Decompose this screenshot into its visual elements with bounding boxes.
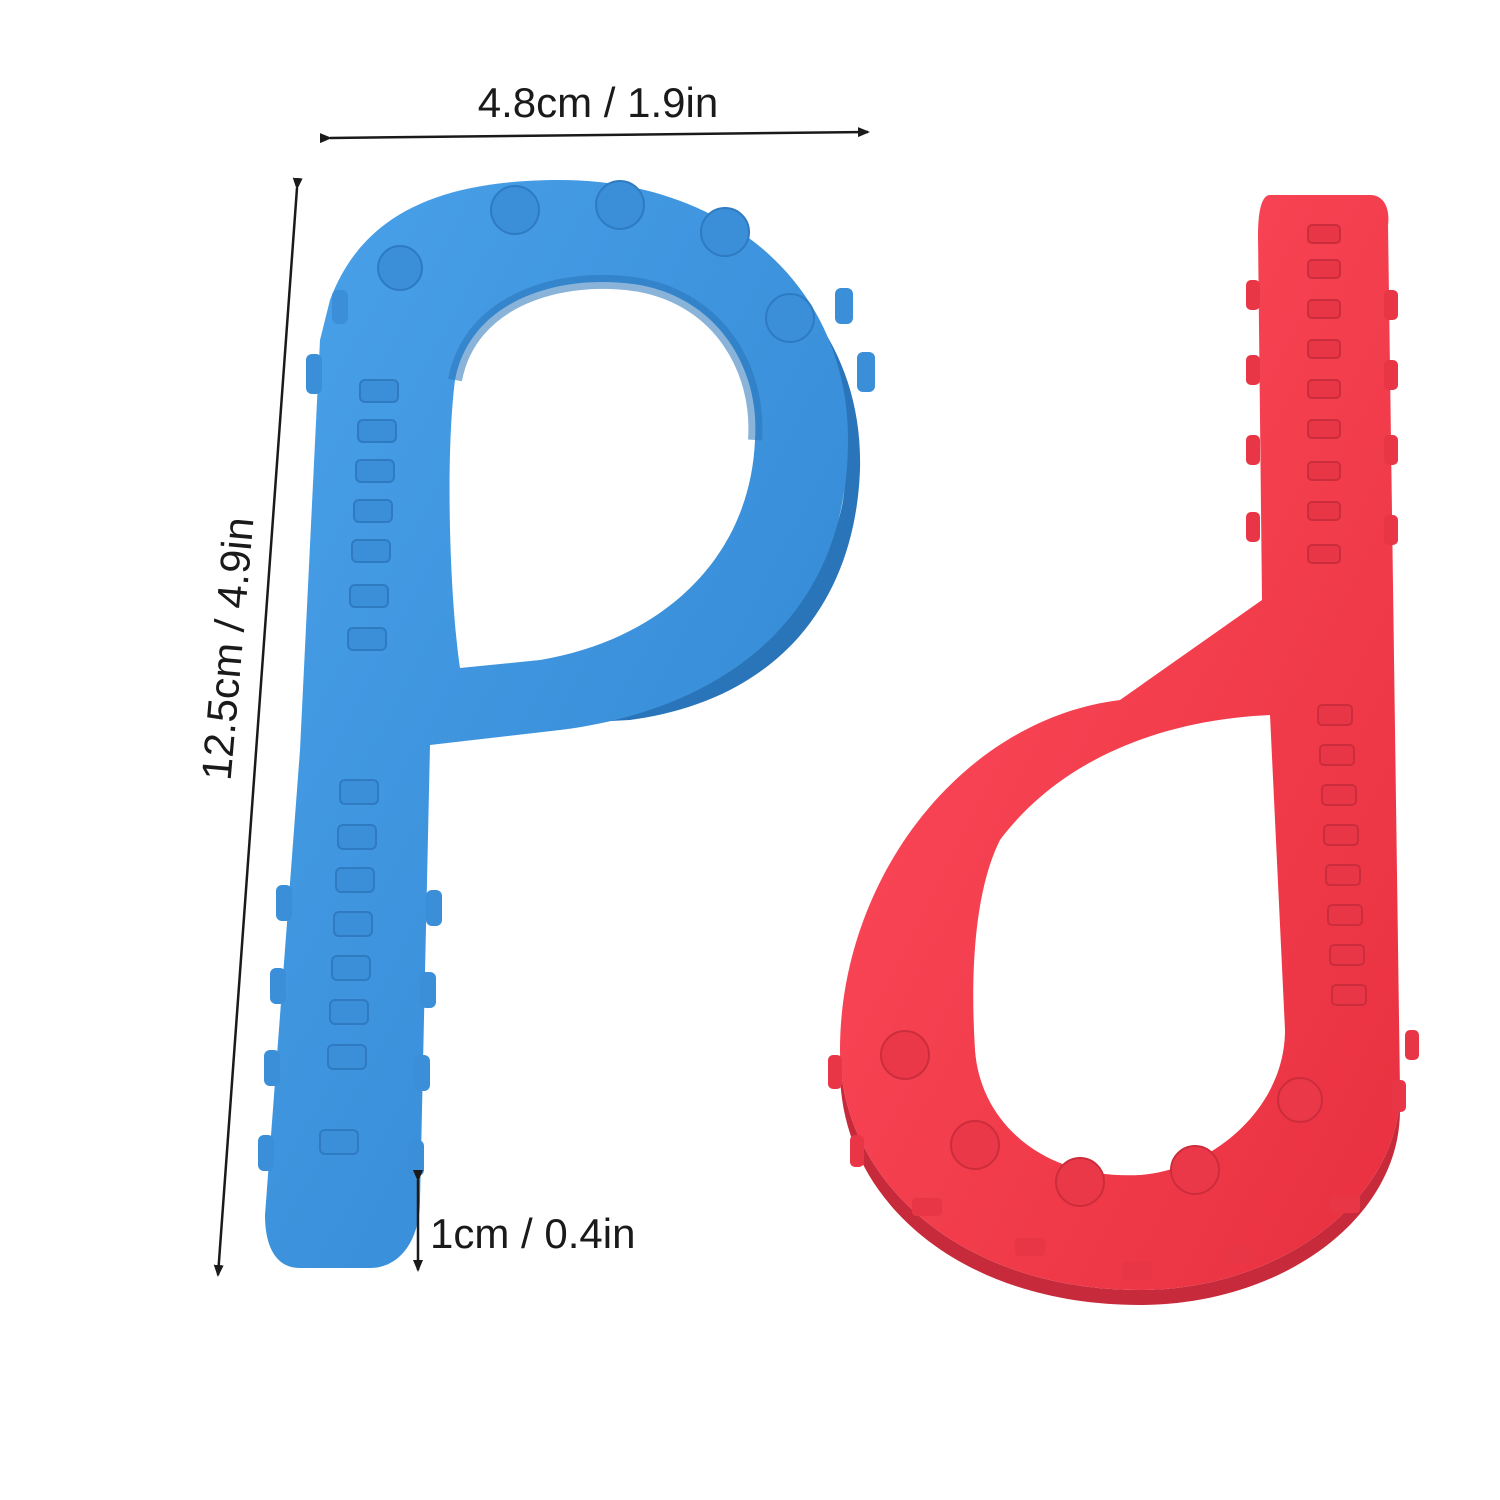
blue-p-teether [258,180,875,1268]
blue-p-body [265,180,848,1268]
width-label: 4.8cm / 1.9in [478,79,718,126]
width-arrow [330,132,868,138]
red-d-teether [828,195,1419,1305]
thickness-label: 1cm / 0.4in [430,1210,635,1257]
thickness-dimension: 1cm / 0.4in [418,1180,635,1270]
red-d-body [840,195,1400,1290]
width-dimension: 4.8cm / 1.9in [330,79,868,138]
red-d-upper-ridges [1308,225,1340,563]
height-label: 12.5cm / 4.9in [193,515,263,782]
